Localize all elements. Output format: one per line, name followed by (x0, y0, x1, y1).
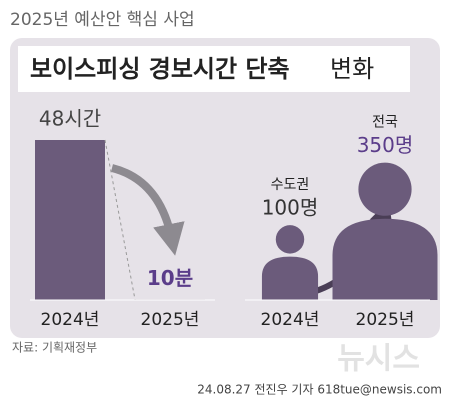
person-head (275, 225, 305, 254)
title-normal: 변화 (330, 55, 374, 83)
person-body (332, 218, 438, 300)
x-label: 2025년 (141, 310, 200, 330)
group-label: 전국 (372, 115, 398, 131)
group-label: 수도권 (271, 177, 310, 193)
credit: 24.08.27 전진우 기자 618tue@newsis.com (197, 383, 442, 397)
watermark: 뉴시스 (337, 342, 420, 377)
header: 2025년 예산안 핵심 사업 (10, 10, 195, 30)
value-label: 100명 (262, 196, 319, 220)
person-head (358, 162, 412, 216)
person (261, 225, 319, 300)
value-label: 10분 (147, 266, 193, 290)
title-bold: 보이스피싱 경보시간 단축 (30, 55, 290, 83)
value-label: 48시간 (39, 107, 101, 131)
x-label: 2024년 (261, 310, 320, 330)
bar (35, 140, 105, 300)
decrease-arrow (110, 164, 185, 256)
x-label: 2024년 (41, 310, 100, 330)
source: 자료: 기획재정부 (12, 341, 97, 355)
value-label: 350명 (357, 133, 414, 157)
person (332, 162, 438, 300)
person-body (261, 256, 319, 300)
title-box (18, 46, 410, 92)
x-label: 2025년 (356, 310, 415, 330)
